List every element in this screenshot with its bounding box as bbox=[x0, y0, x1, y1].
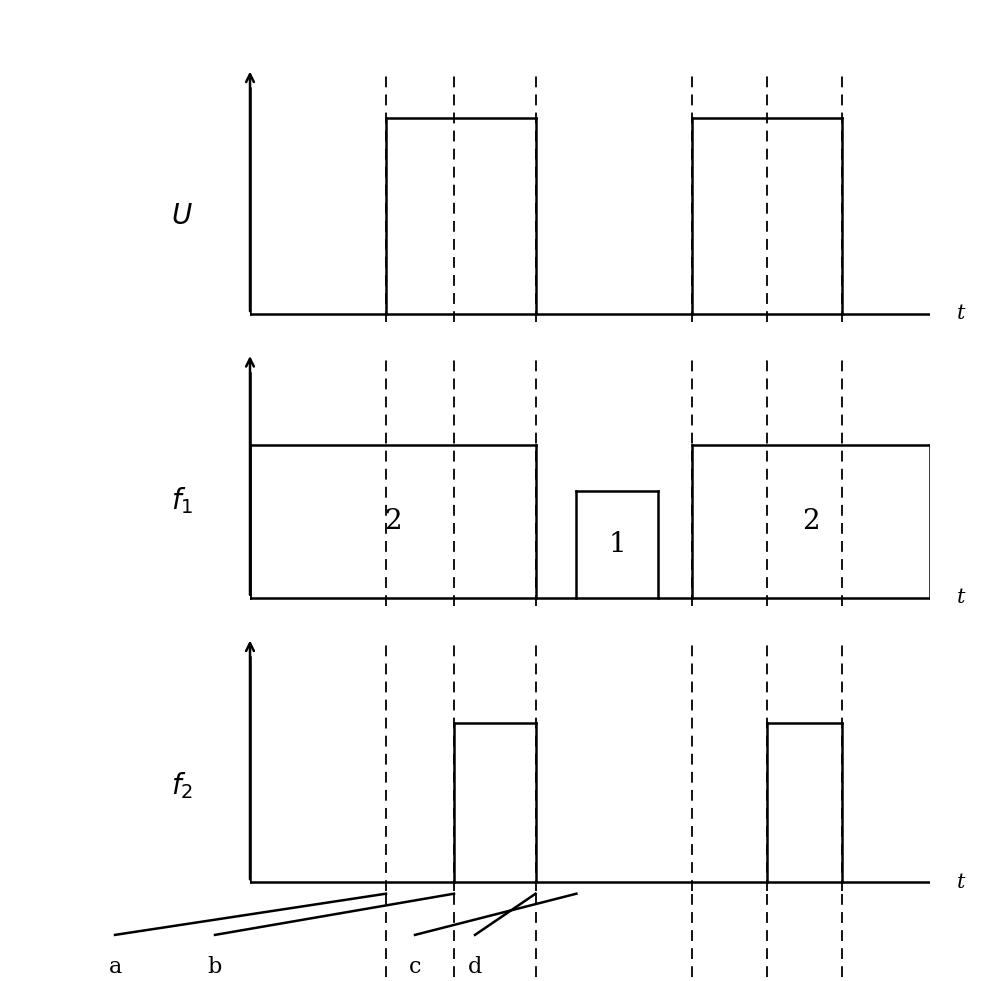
Text: 1: 1 bbox=[608, 531, 626, 558]
Text: a: a bbox=[108, 956, 122, 978]
Text: $f_2$: $f_2$ bbox=[171, 770, 193, 800]
Text: 2: 2 bbox=[802, 507, 820, 535]
Text: $f_1$: $f_1$ bbox=[171, 486, 193, 516]
Text: t: t bbox=[957, 872, 966, 892]
Text: $U$: $U$ bbox=[171, 203, 193, 231]
Text: 2: 2 bbox=[384, 507, 402, 535]
Text: t: t bbox=[957, 588, 966, 607]
Text: d: d bbox=[468, 956, 482, 978]
Text: t: t bbox=[957, 304, 966, 324]
Text: c: c bbox=[409, 956, 421, 978]
Text: b: b bbox=[208, 956, 222, 978]
